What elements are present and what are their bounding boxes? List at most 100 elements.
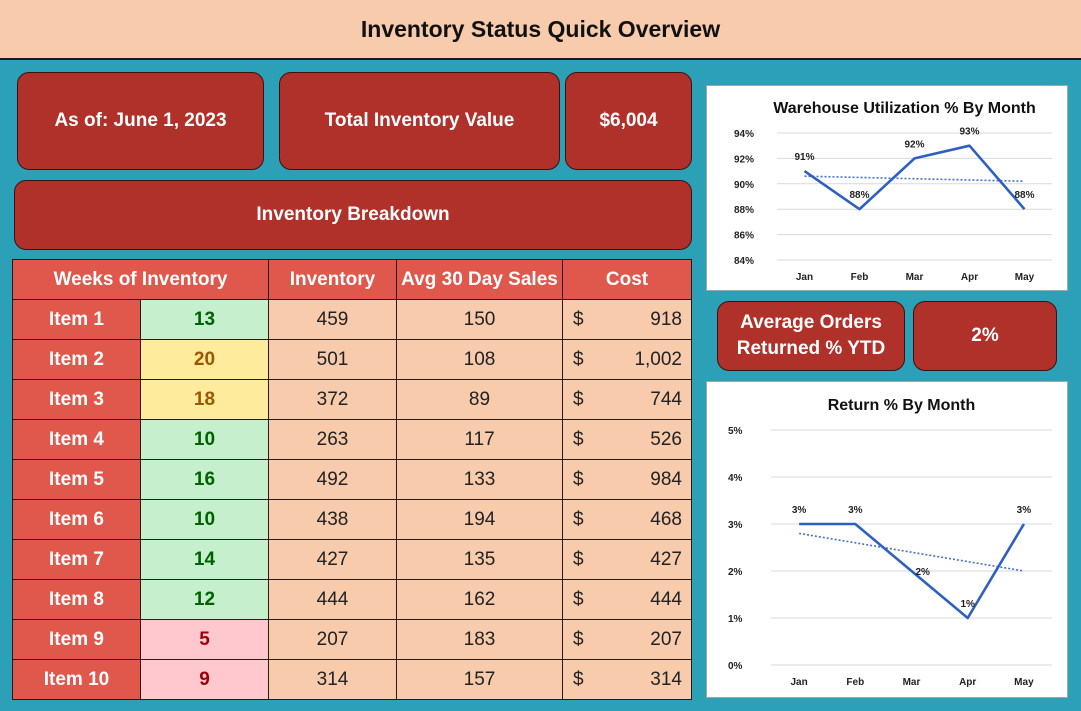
cost-value: 427 xyxy=(650,548,682,570)
data-label: 3% xyxy=(792,505,807,516)
table-row: Item 1 13 459 150 $918 xyxy=(12,299,692,340)
cost-value: 468 xyxy=(650,508,682,530)
avg-30-day-sales: 162 xyxy=(396,579,563,620)
item-name: Item 4 xyxy=(12,419,141,460)
series-line xyxy=(799,522,1026,620)
avg-30-day-sales: 133 xyxy=(396,459,563,500)
item-name: Item 1 xyxy=(12,299,141,340)
weeks-of-inventory: 13 xyxy=(140,299,269,340)
inventory-count: 314 xyxy=(268,659,397,700)
table-row: Item 5 16 492 133 $984 xyxy=(12,459,692,500)
item-name: Item 3 xyxy=(12,379,141,420)
cost-value: 444 xyxy=(650,588,682,610)
y-tick-label: 5% xyxy=(728,426,743,437)
data-label: 92% xyxy=(904,139,924,150)
inventory-table: Weeks of Inventory Inventory Avg 30 Day … xyxy=(12,259,692,700)
data-label: 91% xyxy=(794,152,814,163)
cost-value: 207 xyxy=(650,628,682,650)
cost-value: 1,002 xyxy=(634,348,682,370)
x-tick-label: Jan xyxy=(790,677,807,688)
weeks-of-inventory: 18 xyxy=(140,379,269,420)
table-row: Item 4 10 263 117 $526 xyxy=(12,419,692,460)
cost-value: 526 xyxy=(650,428,682,450)
data-label: 2% xyxy=(916,567,931,578)
currency-symbol: $ xyxy=(573,428,584,450)
cost-cell: $526 xyxy=(562,419,692,460)
item-name: Item 10 xyxy=(12,659,141,700)
y-tick-label: 86% xyxy=(734,231,754,242)
x-tick-label: Mar xyxy=(903,677,921,688)
currency-symbol: $ xyxy=(573,348,584,370)
currency-symbol: $ xyxy=(573,628,584,650)
inventory-count: 459 xyxy=(268,299,397,340)
cost-cell: $918 xyxy=(562,299,692,340)
cost-value: 314 xyxy=(650,668,682,690)
avg-30-day-sales: 89 xyxy=(396,379,563,420)
data-label: 88% xyxy=(849,190,869,201)
avg-30-day-sales: 194 xyxy=(396,499,563,540)
table-row: Item 10 9 314 157 $314 xyxy=(12,659,692,700)
trendline xyxy=(804,175,1025,183)
x-tick-label: Feb xyxy=(846,677,864,688)
weeks-of-inventory: 12 xyxy=(140,579,269,620)
y-tick-label: 84% xyxy=(734,256,754,267)
data-label: 88% xyxy=(1014,190,1034,201)
avg-30-day-sales: 117 xyxy=(396,419,563,460)
cost-cell: $427 xyxy=(562,539,692,580)
weeks-of-inventory: 14 xyxy=(140,539,269,580)
inventory-count: 444 xyxy=(268,579,397,620)
warehouse-utilization-chart: Warehouse Utilization % By Month 84% 86% 88… xyxy=(706,85,1068,291)
inventory-count: 372 xyxy=(268,379,397,420)
cost-cell: $984 xyxy=(562,459,692,500)
item-name: Item 6 xyxy=(12,499,141,540)
y-tick-label: 0% xyxy=(728,661,743,672)
avg-30-day-sales: 150 xyxy=(396,299,563,340)
currency-symbol: $ xyxy=(573,508,584,530)
cost-cell: $207 xyxy=(562,619,692,660)
weeks-of-inventory: 10 xyxy=(140,499,269,540)
return-percent-chart: Return % By Month 0% 1% 2% 3% 4% 5% Jan Feb Mar Ap… xyxy=(706,381,1068,698)
series-line xyxy=(803,144,1026,211)
weeks-of-inventory: 9 xyxy=(140,659,269,700)
cost-value: 984 xyxy=(650,468,682,490)
chart-title: Warehouse Utilization % By Month xyxy=(773,100,1036,117)
trendline xyxy=(798,532,1025,572)
avg-30-day-sales: 135 xyxy=(396,539,563,580)
y-tick-label: 94% xyxy=(734,129,754,140)
cost-cell: $744 xyxy=(562,379,692,420)
data-label: 3% xyxy=(1017,505,1032,516)
item-name: Item 9 xyxy=(12,619,141,660)
inventory-count: 438 xyxy=(268,499,397,540)
header-weeks-of-inventory: Weeks of Inventory xyxy=(12,259,269,300)
currency-symbol: $ xyxy=(573,588,584,610)
cost-cell: $444 xyxy=(562,579,692,620)
data-label: 93% xyxy=(959,127,979,138)
table-row: Item 3 18 372 89 $744 xyxy=(12,379,692,420)
inventory-breakdown-header: Inventory Breakdown xyxy=(14,180,692,250)
weeks-of-inventory: 20 xyxy=(140,339,269,380)
header-avg-30-day-sales: Avg 30 Day Sales xyxy=(396,259,563,300)
weeks-of-inventory: 10 xyxy=(140,419,269,460)
table-header-row: Weeks of Inventory Inventory Avg 30 Day … xyxy=(12,259,692,300)
inventory-count: 492 xyxy=(268,459,397,500)
currency-symbol: $ xyxy=(573,548,584,570)
avg-30-day-sales: 183 xyxy=(396,619,563,660)
total-inventory-value-label: Total Inventory Value xyxy=(279,72,560,170)
cost-cell: $1,002 xyxy=(562,339,692,380)
y-tick-label: 88% xyxy=(734,205,754,216)
x-tick-label: Apr xyxy=(959,677,976,688)
inventory-count: 427 xyxy=(268,539,397,580)
total-inventory-value: $6,004 xyxy=(565,72,692,170)
avg-orders-returned-value: 2% xyxy=(913,301,1057,371)
return-percent-svg: Return % By Month 0% 1% 2% 3% 4% 5% Jan Feb Mar Ap… xyxy=(728,397,1052,688)
y-tick-label: 4% xyxy=(728,473,743,484)
cost-value: 918 xyxy=(650,308,682,330)
x-tick-label: Mar xyxy=(906,272,924,283)
x-tick-label: May xyxy=(1014,677,1034,688)
table-row: Item 9 5 207 183 $207 xyxy=(12,619,692,660)
item-name: Item 2 xyxy=(12,339,141,380)
warehouse-utilization-svg: Warehouse Utilization % By Month 84% 86% 88… xyxy=(734,100,1052,283)
inventory-count: 263 xyxy=(268,419,397,460)
cost-value: 744 xyxy=(650,388,682,410)
table-row: Item 2 20 501 108 $1,002 xyxy=(12,339,692,380)
